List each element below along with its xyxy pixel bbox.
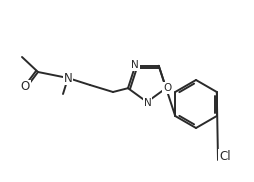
Text: N: N [144, 98, 151, 108]
Text: Cl: Cl [219, 149, 231, 163]
Text: O: O [20, 80, 30, 94]
Text: N: N [64, 72, 72, 84]
Text: N: N [131, 60, 139, 70]
Text: O: O [163, 83, 171, 93]
